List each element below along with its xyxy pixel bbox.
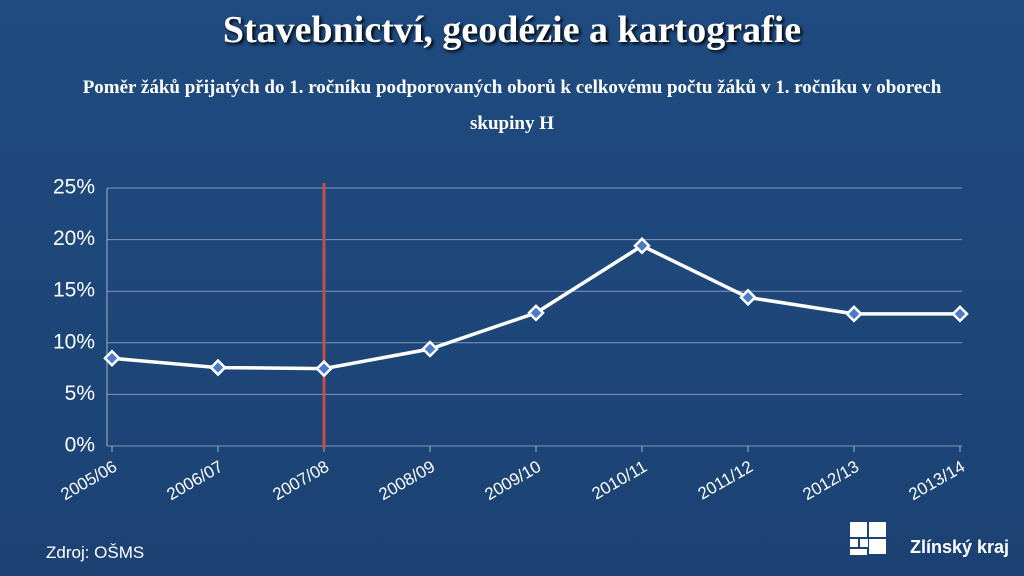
data-point bbox=[633, 237, 651, 255]
y-tick-label: 25% bbox=[53, 176, 95, 199]
logo-icon bbox=[850, 522, 886, 555]
y-tick-label: 10% bbox=[53, 330, 95, 353]
slide-title: Stavebnictví, geodézie a kartografie bbox=[222, 9, 802, 51]
data-point bbox=[209, 358, 227, 377]
y-tick-label: 15% bbox=[53, 279, 95, 302]
x-tick-label: 2008/09 bbox=[376, 457, 439, 504]
data-point bbox=[315, 359, 333, 378]
chart-subtitle: Poměr žáků přijatých do 1. ročníku podpo… bbox=[82, 77, 942, 134]
source: Zdroj: OŠMS bbox=[46, 543, 145, 562]
data-point bbox=[951, 305, 969, 323]
data-point bbox=[527, 304, 545, 322]
y-tick-label: 5% bbox=[65, 382, 95, 405]
x-tick-label: 2007/08 bbox=[270, 457, 333, 504]
x-tick-label: 2005/06 bbox=[58, 457, 121, 504]
x-tick-label: 2009/10 bbox=[482, 457, 545, 504]
data-point bbox=[739, 288, 757, 307]
x-tick-label: 2013/14 bbox=[906, 457, 969, 504]
data-point bbox=[103, 349, 121, 368]
x-tick-label: 2010/11 bbox=[589, 457, 651, 504]
data-point bbox=[845, 305, 863, 323]
logo-text: Zlínský kraj bbox=[910, 537, 1010, 557]
y-tick-label: 20% bbox=[53, 227, 95, 250]
y-tick-label: 0% bbox=[65, 434, 95, 457]
x-tick-label: 2011/12 bbox=[695, 457, 757, 504]
data-point bbox=[421, 340, 439, 358]
x-tick-label: 2012/13 bbox=[800, 457, 863, 504]
x-tick-label: 2006/07 bbox=[164, 457, 227, 504]
